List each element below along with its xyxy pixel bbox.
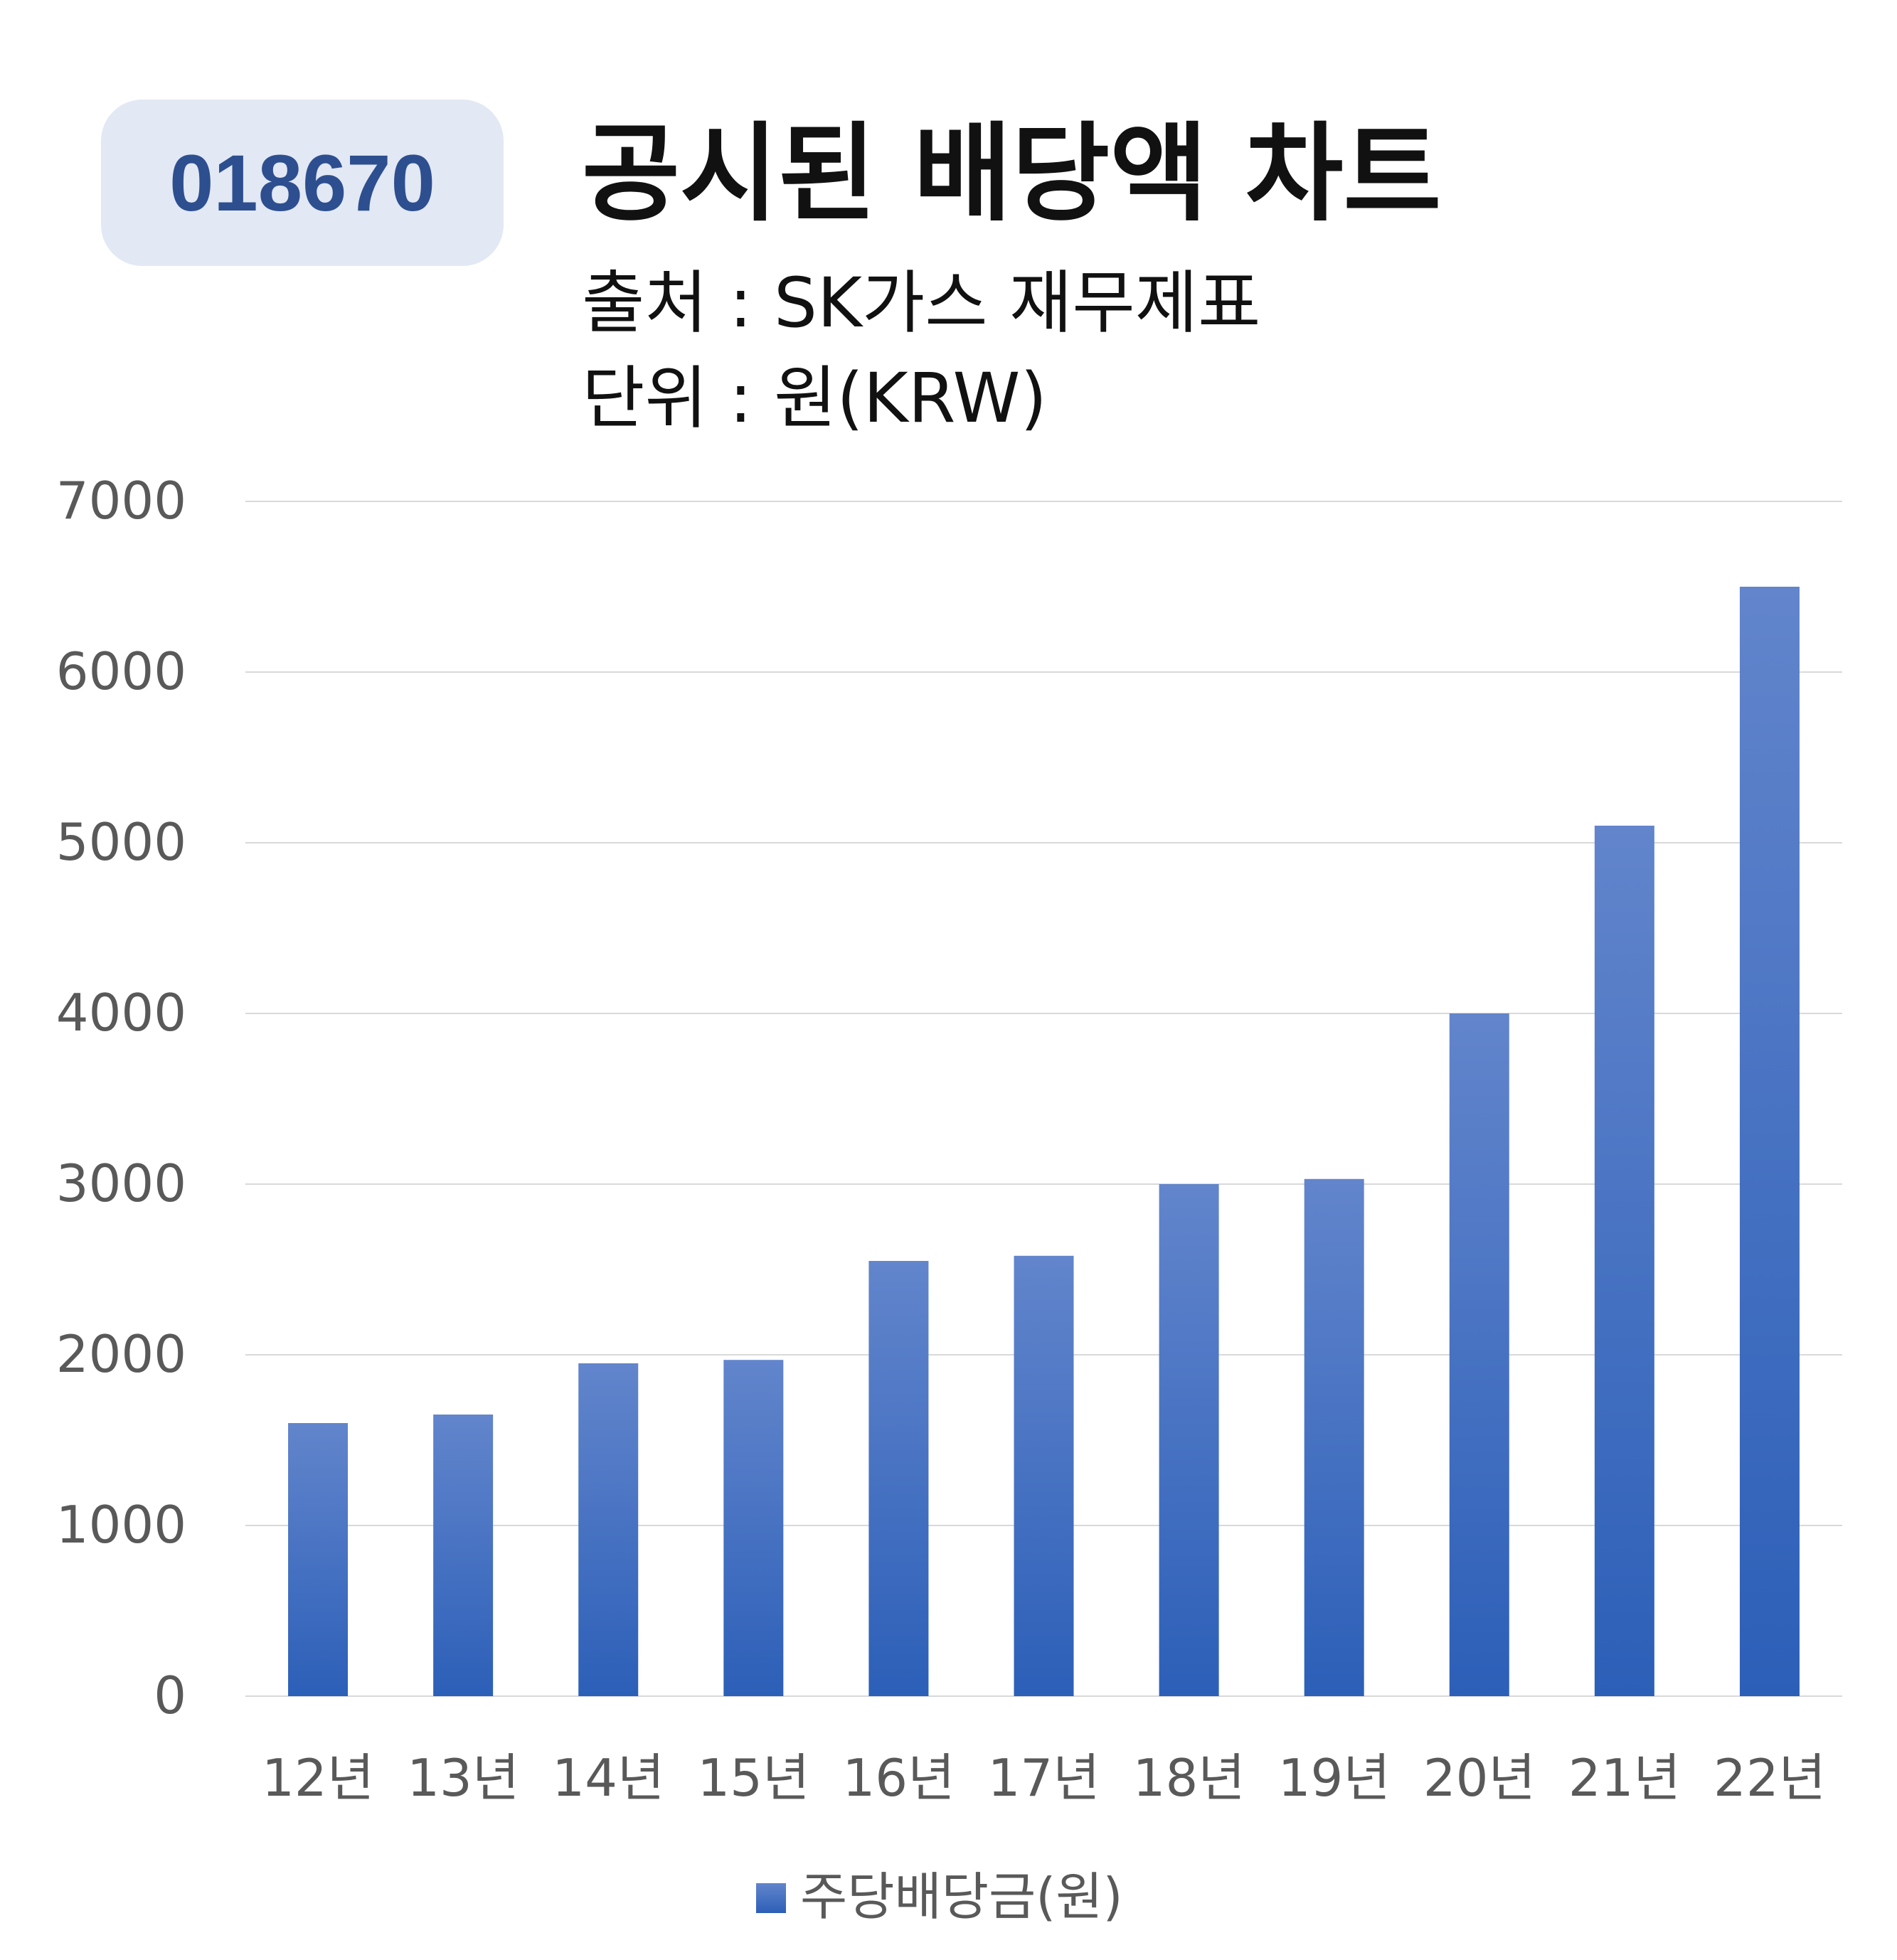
- x-tick-label: 12년: [262, 1748, 374, 1808]
- y-tick-label: 1000: [56, 1495, 186, 1555]
- x-tick-label: 20년: [1423, 1748, 1536, 1808]
- bar-22년: [1739, 587, 1800, 1696]
- bar-20년: [1449, 1013, 1509, 1696]
- y-tick-label: 3000: [56, 1154, 186, 1213]
- bar-14년: [578, 1363, 639, 1696]
- x-tick-label: 22년: [1713, 1748, 1826, 1808]
- x-tick-label: 19년: [1278, 1748, 1391, 1808]
- y-tick-label: 6000: [56, 641, 186, 701]
- y-tick-label: 7000: [56, 471, 186, 531]
- legend-label: 주당배당금(원): [800, 1867, 1123, 1927]
- chart-title: 공시된 배당액 차트: [582, 112, 1442, 236]
- bar-16년: [868, 1261, 929, 1696]
- x-tick-label: 18년: [1133, 1748, 1245, 1808]
- bar-12년: [288, 1423, 349, 1696]
- x-tick-label: 17년: [988, 1748, 1100, 1808]
- x-axis-ticks: 12년 13년 14년 15년 16년 17년 18년 19년 20년 21년 22년: [262, 1748, 1826, 1808]
- y-axis-ticks: 0 1000 2000 3000 4000 5000 6000 7000: [56, 471, 186, 1725]
- ticker-code: 018670: [169, 138, 435, 228]
- x-tick-label: 16년: [842, 1748, 955, 1808]
- bar-21년: [1594, 826, 1654, 1696]
- bar-17년: [1014, 1255, 1074, 1696]
- bar-15년: [723, 1360, 784, 1696]
- bar-13년: [433, 1415, 494, 1696]
- x-tick-label: 21년: [1568, 1748, 1681, 1808]
- y-tick-label: 0: [154, 1666, 186, 1725]
- bars: [288, 587, 1800, 1696]
- y-tick-label: 4000: [56, 983, 186, 1043]
- ticker-badge: 018670: [101, 100, 504, 266]
- bar-18년: [1159, 1184, 1219, 1696]
- x-tick-label: 15년: [697, 1748, 809, 1808]
- source-text: 출처 : SK가스 재무제표: [582, 263, 1261, 343]
- legend: 주당배당금(원): [756, 1867, 1123, 1927]
- y-tick-label: 5000: [56, 812, 186, 872]
- bar-19년: [1304, 1178, 1364, 1696]
- unit-text: 단위 : 원(KRW): [582, 358, 1047, 438]
- x-tick-label: 13년: [407, 1748, 519, 1808]
- x-tick-label: 14년: [552, 1748, 664, 1808]
- y-tick-label: 2000: [56, 1324, 186, 1384]
- legend-swatch: [756, 1883, 786, 1913]
